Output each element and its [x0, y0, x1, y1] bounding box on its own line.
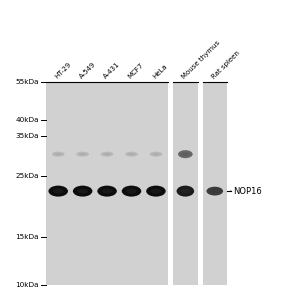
Ellipse shape	[48, 186, 68, 196]
Ellipse shape	[101, 152, 113, 157]
Bar	[173, 82, 198, 285]
Text: Mouse thymus: Mouse thymus	[181, 40, 221, 80]
Bar	[203, 82, 227, 285]
Bar	[46, 82, 168, 285]
Ellipse shape	[125, 152, 138, 157]
Text: A-431: A-431	[103, 61, 122, 80]
Ellipse shape	[128, 153, 135, 155]
Text: 25kDa: 25kDa	[15, 173, 39, 179]
Ellipse shape	[103, 153, 111, 155]
Text: HeLa: HeLa	[152, 63, 168, 80]
Ellipse shape	[76, 152, 89, 157]
Bar	[203, 82, 227, 285]
Ellipse shape	[77, 189, 88, 194]
Ellipse shape	[150, 152, 162, 157]
Ellipse shape	[53, 189, 64, 194]
Ellipse shape	[146, 186, 166, 196]
Ellipse shape	[181, 152, 190, 156]
Ellipse shape	[210, 189, 219, 193]
Ellipse shape	[177, 186, 194, 196]
Text: 35kDa: 35kDa	[15, 133, 39, 139]
Ellipse shape	[180, 189, 190, 194]
Ellipse shape	[122, 186, 141, 196]
Bar	[46, 82, 168, 285]
Text: MCF7: MCF7	[127, 62, 145, 80]
Text: 10kDa: 10kDa	[15, 282, 39, 288]
Ellipse shape	[79, 153, 86, 155]
Ellipse shape	[55, 153, 62, 155]
Text: 40kDa: 40kDa	[15, 117, 39, 123]
Ellipse shape	[178, 150, 193, 158]
Ellipse shape	[206, 187, 223, 196]
Text: A-549: A-549	[78, 61, 97, 80]
Ellipse shape	[152, 153, 159, 155]
Ellipse shape	[102, 189, 113, 194]
Ellipse shape	[52, 152, 65, 157]
Ellipse shape	[73, 186, 92, 196]
Ellipse shape	[97, 186, 117, 196]
Bar	[173, 82, 198, 285]
Text: HT-29: HT-29	[54, 61, 73, 80]
Text: NOP16: NOP16	[233, 187, 262, 196]
Text: Rat spleen: Rat spleen	[211, 50, 241, 80]
Ellipse shape	[150, 189, 161, 194]
Text: 15kDa: 15kDa	[15, 234, 39, 240]
Text: 55kDa: 55kDa	[15, 79, 39, 85]
Ellipse shape	[126, 189, 137, 194]
